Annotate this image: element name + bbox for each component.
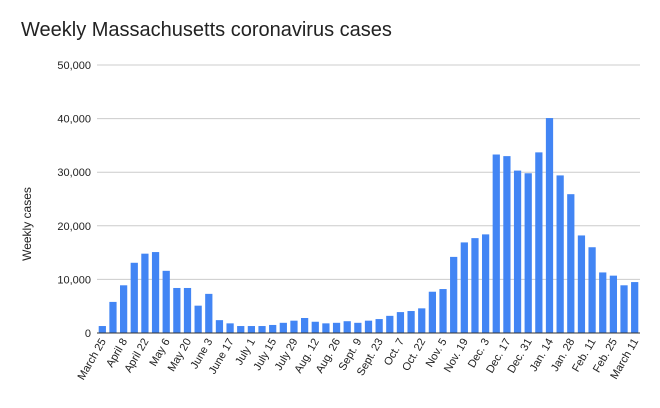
bar <box>194 305 202 333</box>
bar <box>364 320 373 333</box>
bar <box>439 289 447 333</box>
bar <box>428 291 437 333</box>
y-tick-label: 30,000 <box>57 167 91 179</box>
bar <box>173 287 181 333</box>
bar <box>407 311 415 333</box>
bar <box>386 315 394 333</box>
y-tick-label: 20,000 <box>57 221 91 233</box>
y-tick-label: 50,000 <box>57 60 91 72</box>
y-tick-label: 0 <box>85 328 91 340</box>
bar <box>311 321 319 333</box>
bar <box>109 301 117 333</box>
bar <box>545 118 554 334</box>
bar <box>396 312 405 333</box>
bar <box>524 173 532 333</box>
bar <box>343 321 351 333</box>
bar <box>450 256 458 333</box>
bar <box>375 319 383 333</box>
y-axis-label: Weekly cases <box>20 187 34 261</box>
bar <box>631 282 639 333</box>
bar <box>98 326 106 333</box>
bar <box>492 154 500 333</box>
chart-title: Weekly Massachusetts coronavirus cases <box>21 19 392 41</box>
bar <box>237 326 245 333</box>
bar <box>418 308 426 333</box>
bar <box>247 326 256 333</box>
bar <box>513 170 522 333</box>
bar <box>151 252 160 333</box>
bar <box>205 293 213 333</box>
bar <box>300 317 309 333</box>
bar <box>535 152 543 333</box>
bar <box>332 322 341 333</box>
bars <box>98 118 639 334</box>
bar <box>279 322 287 333</box>
bar <box>503 156 511 333</box>
bar <box>567 194 575 333</box>
bar <box>290 320 298 333</box>
y-tick-label: 10,000 <box>57 274 91 286</box>
bar <box>354 322 362 333</box>
bar <box>226 323 234 333</box>
bar <box>471 238 479 333</box>
bar <box>609 275 618 333</box>
bar <box>556 175 564 333</box>
bar <box>215 320 224 333</box>
y-tick-label: 40,000 <box>57 114 91 126</box>
x-tick-label: March 25 <box>76 337 109 383</box>
bar <box>460 242 468 333</box>
bar <box>588 247 596 333</box>
bar <box>119 285 128 333</box>
bar <box>141 253 149 333</box>
bar <box>183 287 192 333</box>
bar <box>130 262 138 333</box>
bar <box>322 323 330 333</box>
bar <box>481 234 490 333</box>
bar <box>162 270 170 333</box>
bar <box>599 272 607 333</box>
bar <box>269 324 277 333</box>
bar <box>577 235 586 333</box>
bar <box>258 326 266 333</box>
bar <box>620 285 628 333</box>
